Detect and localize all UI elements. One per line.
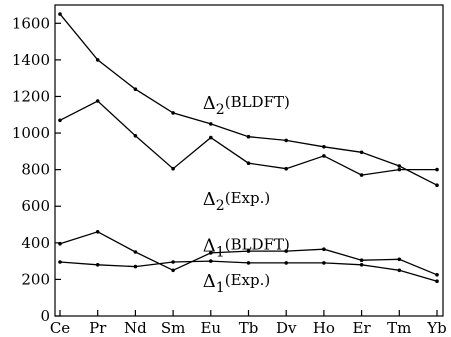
data-point bbox=[322, 247, 326, 251]
x-tick-label: Sm bbox=[161, 319, 186, 337]
x-tick-label: Tb bbox=[239, 319, 259, 337]
data-point bbox=[397, 268, 402, 273]
x-tick-label: Er bbox=[353, 319, 372, 337]
y-tick-label: 0 bbox=[40, 307, 50, 325]
y-axis: 0 200 400 600 800 1000 1200 1400 1600 bbox=[12, 14, 61, 325]
data-point bbox=[284, 166, 289, 171]
data-point bbox=[322, 145, 326, 149]
data-point bbox=[284, 249, 289, 253]
data-point bbox=[209, 135, 213, 140]
y-tick-label: 400 bbox=[21, 234, 50, 252]
data-point bbox=[171, 166, 175, 171]
series-4 bbox=[58, 259, 439, 284]
data-point bbox=[322, 154, 326, 158]
data-point bbox=[359, 263, 364, 267]
data-point bbox=[133, 264, 138, 269]
data-point bbox=[322, 261, 326, 265]
x-tick-label: Dv bbox=[276, 319, 297, 337]
x-tick-label: Yb bbox=[426, 319, 447, 337]
series-3 bbox=[58, 230, 439, 277]
data-point bbox=[209, 122, 213, 126]
data-point bbox=[95, 263, 100, 267]
x-tick-label: Ho bbox=[313, 319, 335, 337]
series-1 bbox=[58, 12, 439, 187]
data-point bbox=[284, 261, 289, 265]
annotation-layer: Δ2(BLDFT) Δ2(Exp.) Δ1(BLDFT) Δ1(Exp.) bbox=[203, 93, 290, 296]
x-tick-label: Pr bbox=[89, 319, 107, 337]
data-point bbox=[246, 134, 251, 139]
data-point bbox=[397, 257, 402, 262]
series-annotation: Δ2(Exp.) bbox=[203, 189, 270, 214]
y-tick-label: 1600 bbox=[12, 14, 50, 32]
data-point bbox=[133, 250, 138, 254]
data-point bbox=[246, 249, 251, 253]
data-point bbox=[435, 279, 439, 284]
data-point bbox=[133, 87, 138, 91]
data-point bbox=[58, 118, 62, 123]
data-point bbox=[359, 173, 364, 177]
series-layer bbox=[58, 12, 439, 284]
data-point bbox=[58, 260, 62, 264]
data-point bbox=[171, 268, 175, 273]
data-point bbox=[284, 138, 289, 143]
data-point bbox=[58, 12, 62, 16]
data-point bbox=[246, 261, 251, 265]
y-tick-label: 1200 bbox=[12, 87, 50, 105]
data-point bbox=[435, 167, 439, 172]
x-tick-label: Eu bbox=[200, 319, 221, 337]
data-point bbox=[246, 161, 251, 165]
series-annotation: Δ1(BLDFT) bbox=[203, 236, 290, 261]
series-2 bbox=[58, 99, 439, 177]
x-axis: Ce Pr Nd Sm Eu Tb Dv Ho Er Tm Yb bbox=[50, 310, 447, 337]
y-tick-label: 800 bbox=[21, 161, 50, 179]
data-point bbox=[95, 58, 100, 62]
data-point bbox=[435, 273, 439, 277]
series-annotation: Δ1(Exp.) bbox=[203, 271, 270, 296]
x-tick-label: Nd bbox=[124, 319, 147, 337]
x-tick-label: Ce bbox=[50, 319, 70, 337]
y-tick-label: 1400 bbox=[12, 51, 50, 69]
y-tick-label: 200 bbox=[21, 270, 50, 288]
data-point bbox=[133, 134, 138, 138]
y-tick-label: 600 bbox=[21, 197, 50, 215]
data-point bbox=[171, 260, 175, 264]
y-tick-label: 1000 bbox=[12, 124, 50, 142]
data-point bbox=[209, 251, 213, 255]
x-tick-label: Tm bbox=[387, 319, 411, 337]
series-annotation: Δ2(BLDFT) bbox=[203, 93, 290, 118]
data-point bbox=[209, 259, 213, 263]
data-point bbox=[95, 99, 100, 103]
data-point bbox=[359, 258, 364, 263]
data-point bbox=[397, 167, 402, 172]
data-point bbox=[359, 150, 364, 155]
data-point bbox=[435, 183, 439, 187]
data-point bbox=[397, 164, 402, 168]
data-point bbox=[95, 230, 100, 234]
data-point bbox=[171, 111, 175, 115]
